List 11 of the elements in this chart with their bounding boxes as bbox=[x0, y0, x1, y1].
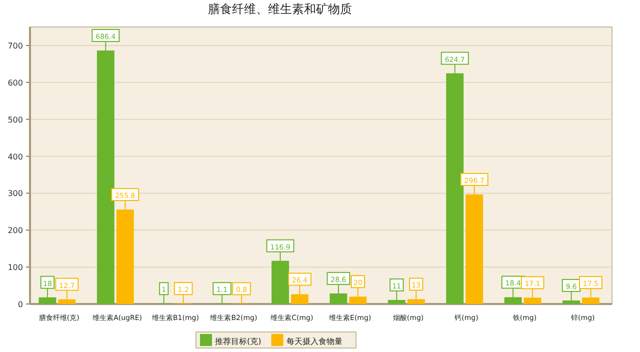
y-tick-label: 0 bbox=[18, 300, 23, 309]
y-tick-label: 700 bbox=[8, 41, 23, 50]
y-tick-label: 500 bbox=[8, 115, 23, 124]
y-tick-label: 400 bbox=[8, 152, 23, 162]
chart-title: 膳食纤维、维生素和矿物质 bbox=[208, 2, 352, 16]
y-tick-label: 200 bbox=[8, 226, 23, 236]
y-tick-label: 100 bbox=[8, 263, 23, 272]
y-tick-label: 600 bbox=[8, 78, 23, 88]
legend-label: 推荐目标(克) bbox=[215, 337, 262, 346]
y-tick-label: 300 bbox=[8, 189, 23, 198]
legend-label: 每天摄入食物量 bbox=[286, 337, 342, 346]
